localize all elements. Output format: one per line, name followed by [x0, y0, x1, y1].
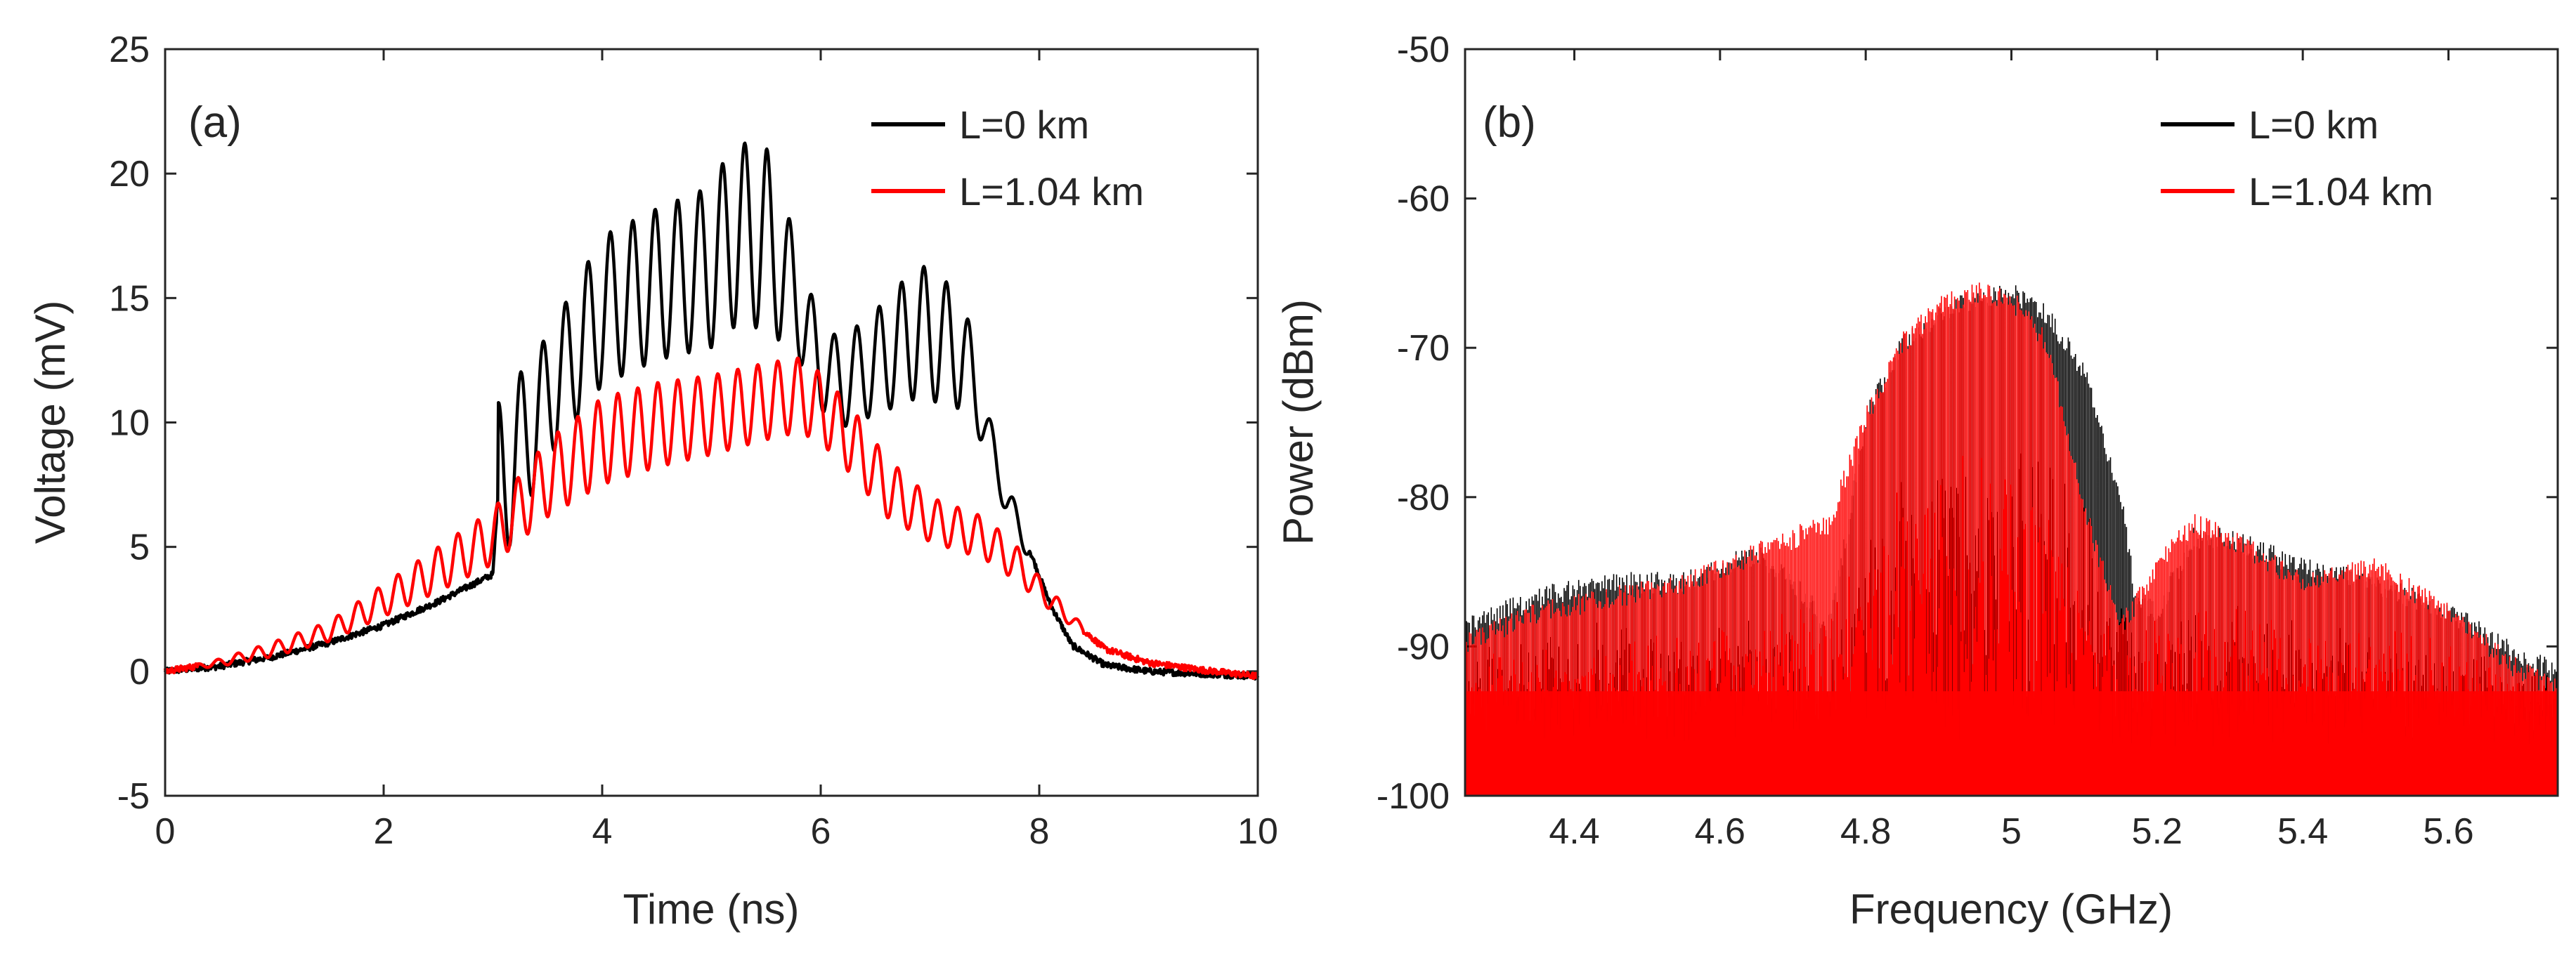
legend-label-b-1: L=1.04 km	[2249, 169, 2433, 214]
panel-b: 4.4 4.6 4.8 5 5.2 5.4 5.6 -100 -90 -80 -70 -60 -50 (…	[1275, 29, 2559, 933]
y-tick-label: -70	[1397, 328, 1450, 369]
series-b	[1465, 282, 2558, 796]
y-tick-label: 0	[129, 652, 150, 693]
noise-band	[1465, 691, 2558, 796]
axes-box-b	[1464, 48, 2559, 797]
series-line-1	[163, 356, 1259, 681]
y-axis-label-b: Power (dBm)	[1275, 299, 1322, 545]
legend-bg-b	[2150, 95, 2551, 221]
legend-label-a-1: L=1.04 km	[959, 169, 1144, 214]
legend-label-a-0: L=0 km	[959, 103, 1089, 147]
x-tick-label: 6	[811, 811, 831, 852]
x-tick-label: 2	[374, 811, 394, 852]
x-tick-label: 5.2	[2132, 811, 2183, 852]
series-line-0	[163, 141, 1260, 681]
x-tick-label: 0	[155, 811, 176, 852]
y-tick-label: 15	[109, 278, 150, 319]
x-tick-label: 4.4	[1549, 811, 1599, 852]
y-tick-label: 5	[129, 527, 150, 568]
x-tick-label: 5.4	[2277, 811, 2328, 852]
x-tick-label: 5.6	[2423, 811, 2473, 852]
legend-b: L=0 km L=1.04 km	[2150, 95, 2551, 221]
x-tick-label: 10	[1237, 811, 1278, 852]
x-axis-label-a: Time (ns)	[623, 886, 799, 933]
y-tick-label: 25	[109, 29, 150, 70]
y-tick-label: -60	[1397, 179, 1450, 220]
y-tick-label: -90	[1397, 626, 1450, 667]
legend-label-b-0: L=0 km	[2249, 103, 2379, 147]
axes-box-a	[164, 48, 1259, 797]
y-tick-label: -50	[1397, 29, 1450, 70]
y-axis-label-a: Voltage (mV)	[27, 301, 74, 544]
y-tick-label: 10	[109, 403, 150, 444]
y-tick-label: -100	[1377, 776, 1450, 817]
legend-a: L=0 km L=1.04 km	[871, 103, 1144, 214]
panel-label-a: (a)	[188, 98, 242, 147]
series-a	[163, 141, 1260, 681]
x-axis-label-b: Frequency (GHz)	[1849, 886, 2173, 933]
y-tick-label: -5	[117, 776, 150, 817]
x-tick-label: 8	[1029, 811, 1050, 852]
x-tick-label: 4.8	[1840, 811, 1891, 852]
y-tick-label: 20	[109, 154, 150, 195]
y-tick-label: -80	[1397, 478, 1450, 518]
x-tick-label: 4.6	[1695, 811, 1745, 852]
x-tick-label: 4	[592, 811, 613, 852]
x-tick-label: 5	[2001, 811, 2022, 852]
panel-label-b: (b)	[1483, 98, 1536, 147]
